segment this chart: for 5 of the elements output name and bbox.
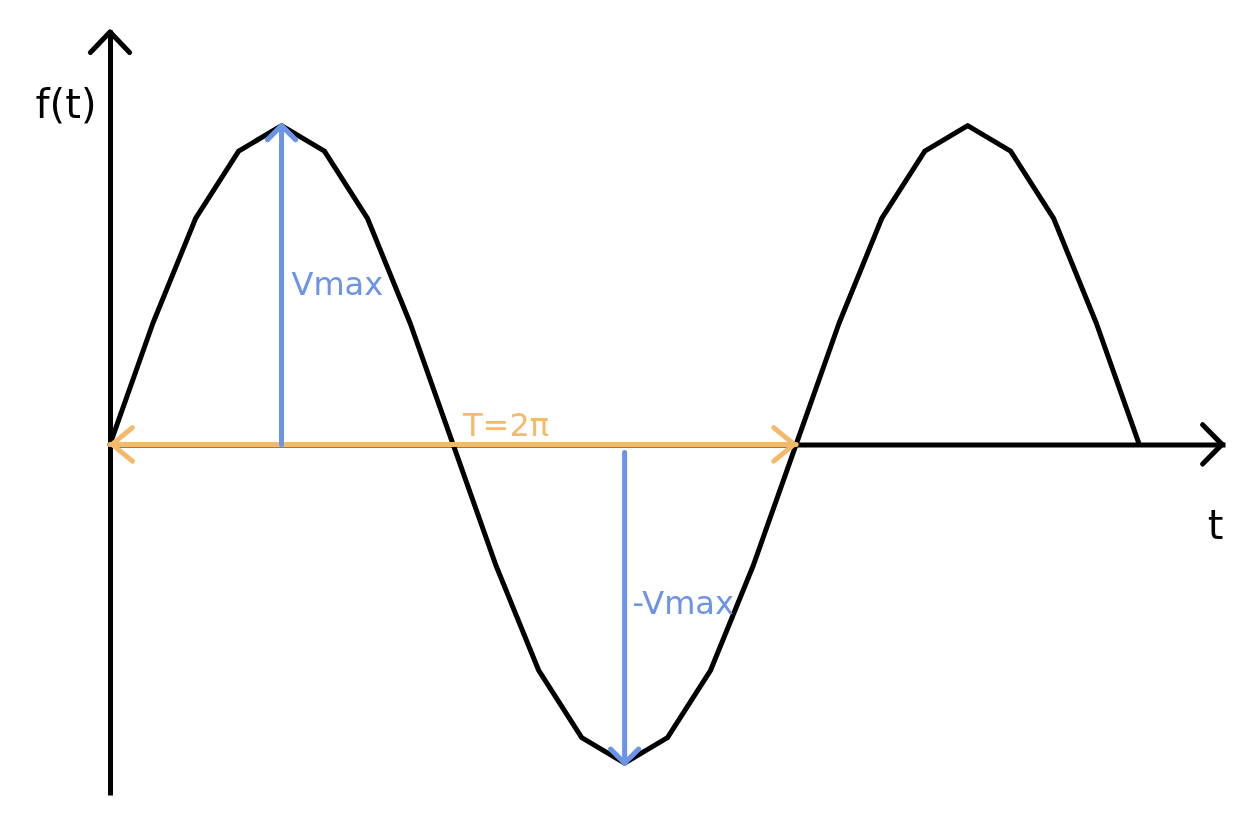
x-axis-title: t [1207,501,1224,548]
y-axis-title: f(t) [35,80,97,127]
annotation: Vmax [291,265,384,303]
series-label: T=2π [462,406,550,445]
annotation: -Vmax [632,583,734,622]
